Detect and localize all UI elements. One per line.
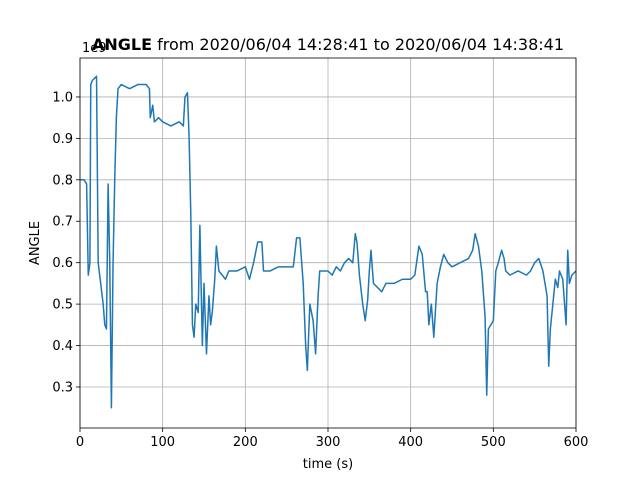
y-tick-label: 0.7 [52,215,73,230]
y-tick-label: 0.4 [52,339,73,354]
y-axis-label: ANGLE [28,221,43,265]
series-group [80,75,576,409]
offset-label: 1e9 [82,41,107,56]
x-axis-label: time (s) [303,457,353,472]
title-bold: ANGLE [92,35,152,54]
y-tick-label: 0.3 [52,380,73,395]
data-line [80,75,576,409]
x-tick-label: 200 [233,435,258,450]
title-rest: from 2020/06/04 14:28:41 to 2020/06/04 1… [157,35,564,54]
x-tick-label: 400 [398,435,423,450]
x-tick-label: 300 [316,435,341,450]
y-tick-label: 0.5 [52,298,73,313]
y-tick-label: 0.6 [52,256,73,271]
x-tick-label: 600 [564,435,589,450]
y-tick-label: 1.0 [52,90,73,105]
x-tick-label: 0 [76,435,84,450]
y-tick-label: 0.9 [52,132,73,147]
chart-title: ANGLE from 2020/06/04 14:28:41 to 2020/0… [92,35,564,54]
x-tick-label: 500 [481,435,506,450]
axes-frame [79,57,577,429]
plot-area: 0 100 200 300 400 500 600 0.3 0.4 0.5 0.6 0.7 0.8 0.9… [52,57,589,450]
y-tick-label: 0.8 [52,173,73,188]
x-tick-label: 100 [150,435,175,450]
